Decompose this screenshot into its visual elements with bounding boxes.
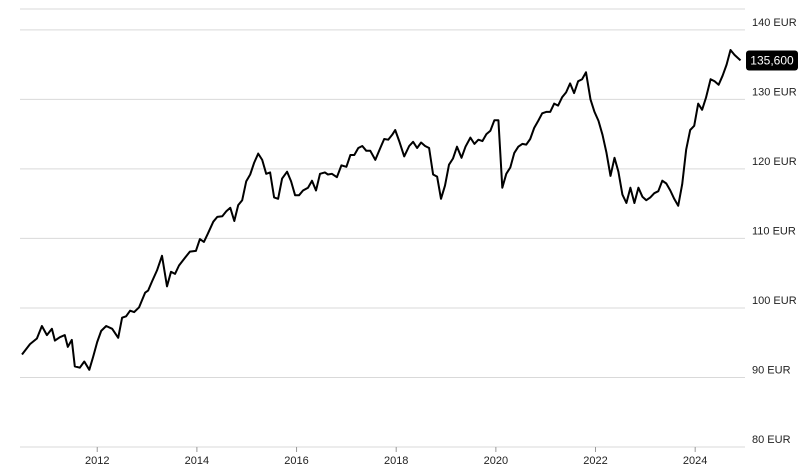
badge-box [746, 50, 798, 71]
x-tick-label: 2024 [683, 455, 707, 467]
y-tick-label: 120 EUR [752, 156, 797, 168]
y-tick-label: 90 EUR [752, 364, 791, 376]
y-tick-label: 130 EUR [752, 86, 797, 98]
current-value-badge: 135,600 [746, 50, 798, 71]
x-tick-label: 2014 [185, 455, 209, 467]
x-tick-label: 2018 [384, 455, 408, 467]
price-line [21, 49, 742, 371]
y-tick-label: 80 EUR [752, 434, 791, 446]
y-tick-label: 140 EUR [752, 17, 797, 29]
y-tick-label: 100 EUR [752, 295, 797, 307]
x-tick-label: 2020 [484, 455, 508, 467]
x-tick-label: 2022 [583, 455, 607, 467]
y-tick-label: 110 EUR [752, 225, 796, 237]
x-tick-label: 2016 [284, 455, 308, 467]
x-tick-label: 2012 [85, 455, 109, 467]
badge-label: 135,600 [750, 54, 794, 68]
